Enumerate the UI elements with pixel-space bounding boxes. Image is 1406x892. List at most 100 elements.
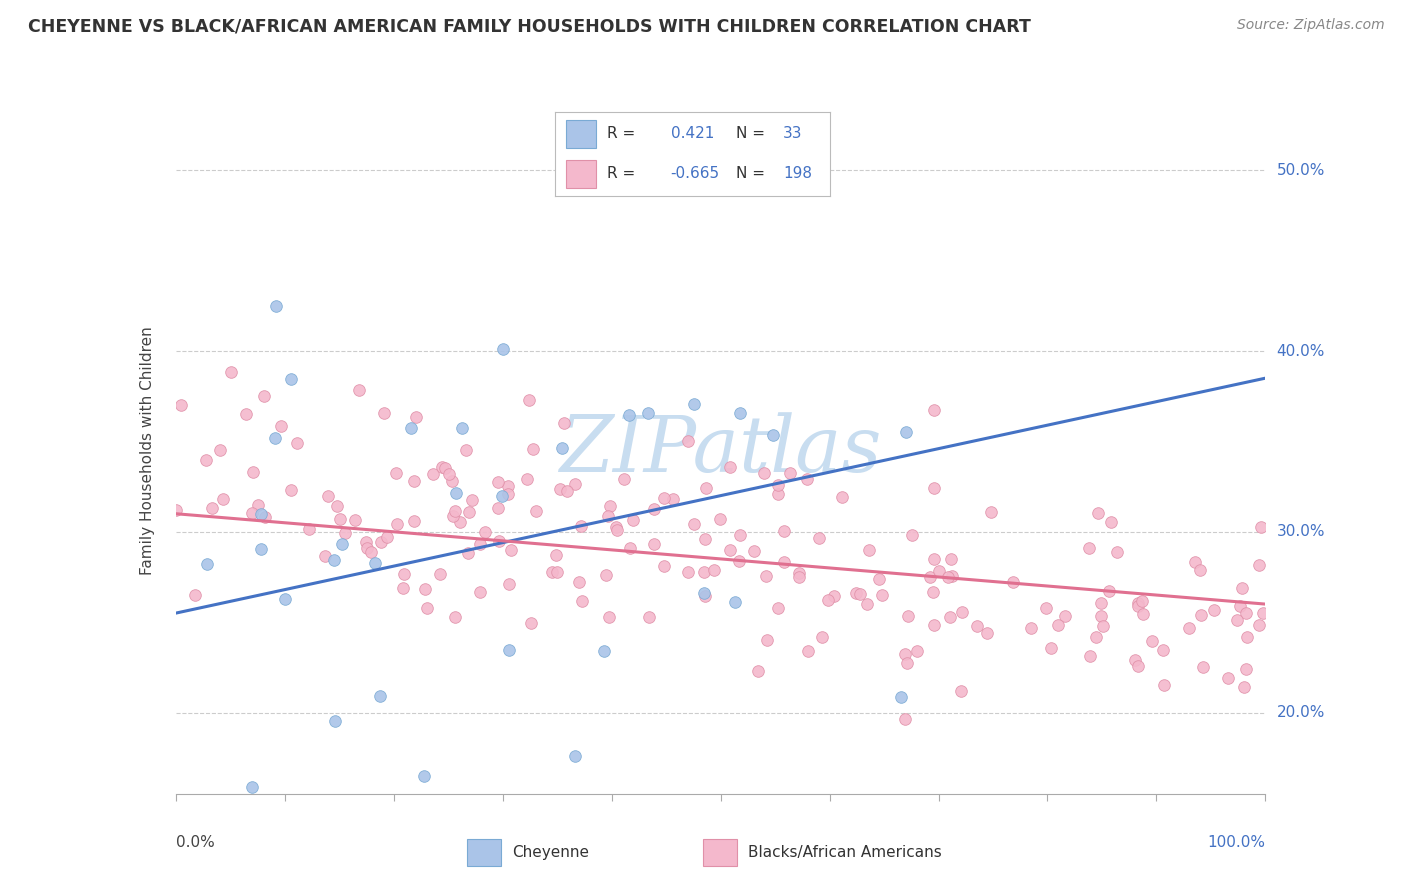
Point	[370, 534, 392, 549]
Point	[598, 508, 620, 523]
Point	[755, 569, 778, 583]
Point	[652, 559, 675, 574]
Point	[921, 585, 943, 599]
FancyBboxPatch shape	[567, 120, 596, 148]
FancyBboxPatch shape	[703, 839, 737, 866]
Point	[498, 643, 520, 657]
Point	[208, 442, 231, 457]
Point	[516, 472, 538, 486]
Point	[621, 512, 644, 526]
Point	[831, 490, 853, 504]
Point	[901, 528, 924, 542]
Point	[1128, 596, 1150, 610]
Point	[599, 499, 621, 513]
Point	[263, 431, 285, 445]
Point	[1249, 617, 1271, 632]
Point	[1091, 619, 1114, 633]
Point	[520, 616, 543, 631]
Point	[253, 389, 276, 403]
Point	[1021, 621, 1043, 635]
Point	[170, 398, 193, 412]
Point	[1039, 641, 1062, 656]
Point	[1178, 621, 1201, 635]
Point	[695, 481, 717, 495]
Text: 40.0%: 40.0%	[1277, 343, 1324, 359]
Point	[219, 365, 242, 379]
Point	[404, 474, 426, 488]
Point	[392, 567, 415, 582]
Point	[893, 647, 915, 661]
Point	[564, 748, 586, 763]
Point	[1130, 593, 1153, 607]
Point	[329, 512, 352, 526]
Point	[1189, 563, 1212, 577]
Point	[1128, 658, 1150, 673]
Point	[1078, 648, 1101, 663]
Point	[762, 428, 785, 442]
Point	[922, 551, 945, 566]
Point	[364, 556, 387, 570]
Point	[1189, 607, 1212, 622]
Point	[1234, 662, 1257, 676]
Point	[682, 516, 704, 531]
Point	[1152, 643, 1174, 657]
Point	[486, 475, 509, 489]
Point	[693, 565, 716, 579]
Point	[240, 780, 263, 794]
Point	[924, 481, 946, 495]
Point	[496, 479, 519, 493]
Text: N =: N =	[737, 127, 765, 142]
Point	[194, 453, 217, 467]
Point	[693, 590, 716, 604]
Point	[1233, 681, 1256, 695]
Point	[592, 644, 614, 658]
Point	[920, 570, 942, 584]
Text: Source: ZipAtlas.com: Source: ZipAtlas.com	[1237, 18, 1385, 32]
Point	[693, 586, 716, 600]
Point	[443, 610, 465, 624]
Point	[458, 505, 481, 519]
Point	[810, 630, 832, 644]
Point	[280, 483, 302, 498]
Point	[450, 421, 472, 435]
Point	[896, 656, 918, 670]
Point	[402, 514, 425, 528]
Point	[1132, 607, 1154, 621]
Point	[1236, 630, 1258, 644]
Point	[613, 472, 636, 486]
Text: Cheyenne: Cheyenne	[512, 846, 589, 860]
Point	[399, 420, 422, 434]
Point	[486, 501, 509, 516]
Point	[461, 493, 484, 508]
Point	[323, 714, 346, 728]
Point	[654, 491, 676, 506]
Point	[377, 530, 399, 544]
Point	[1153, 678, 1175, 692]
Point	[1234, 606, 1257, 620]
Point	[285, 436, 308, 450]
Point	[807, 531, 830, 545]
Point	[273, 591, 295, 606]
Point	[849, 587, 872, 601]
Point	[567, 575, 589, 590]
Point	[184, 589, 207, 603]
Point	[249, 541, 271, 556]
Point	[517, 393, 540, 408]
Point	[413, 582, 436, 596]
Point	[1054, 608, 1077, 623]
Point	[524, 504, 547, 518]
Point	[546, 565, 568, 579]
Point	[1126, 599, 1149, 614]
Point	[384, 466, 406, 480]
Point	[548, 482, 571, 496]
Point	[742, 544, 765, 558]
Point	[870, 588, 893, 602]
Point	[368, 689, 391, 703]
Point	[941, 569, 963, 583]
Point	[766, 601, 789, 615]
Point	[314, 549, 336, 563]
Point	[441, 474, 464, 488]
Point	[845, 586, 868, 600]
Point	[470, 537, 492, 551]
Point	[755, 632, 778, 647]
